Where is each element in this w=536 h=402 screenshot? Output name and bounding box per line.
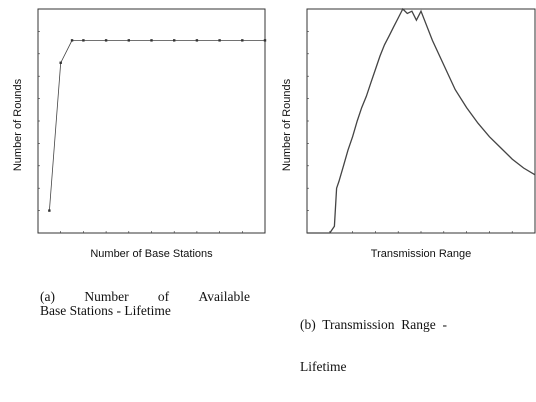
caption-a-word: Available xyxy=(198,289,250,304)
series-line-a xyxy=(49,40,265,211)
series-line-b xyxy=(307,7,536,234)
caption-b-line2: Lifetime xyxy=(300,359,347,374)
data-point xyxy=(48,209,51,212)
charts-canvas: Number of Base Stations Number of Rounds T… xyxy=(12,7,536,260)
caption-a-line2: Base Stations - Lifetime xyxy=(40,303,171,318)
data-point xyxy=(82,39,85,42)
plot-frame-b xyxy=(306,8,536,234)
data-point xyxy=(173,39,176,42)
caption-a: (a) Number of Available Base Stations - … xyxy=(40,290,250,318)
caption-a-word: Number xyxy=(84,289,129,304)
y-axis-title-a: Number of Rounds xyxy=(12,78,24,171)
caption-a-word: (a) xyxy=(40,289,55,304)
data-point xyxy=(241,39,244,42)
data-point xyxy=(104,39,108,42)
caption-a-line1: (a) Number of Available xyxy=(40,290,250,304)
caption-a-word: of xyxy=(157,289,170,304)
data-point xyxy=(218,39,221,42)
caption-b: (b) Transmission Range - Lifetime xyxy=(300,290,447,402)
figure: Number of Base Stations Number of Rounds T… xyxy=(12,7,536,374)
y-axis-title-b: Number of Rounds xyxy=(281,78,293,171)
x-axis-title-b: Transmission Range xyxy=(371,248,471,260)
data-point xyxy=(59,61,62,64)
data-point xyxy=(150,39,153,42)
x-axis-title-a: Number of Base Stations xyxy=(90,248,213,260)
data-point xyxy=(263,39,267,42)
caption-b-line1: (b) Transmission Range - xyxy=(300,317,448,332)
data-point xyxy=(70,39,74,42)
data-point xyxy=(195,39,199,42)
data-point xyxy=(127,39,130,42)
plot-frame-a xyxy=(37,8,266,234)
